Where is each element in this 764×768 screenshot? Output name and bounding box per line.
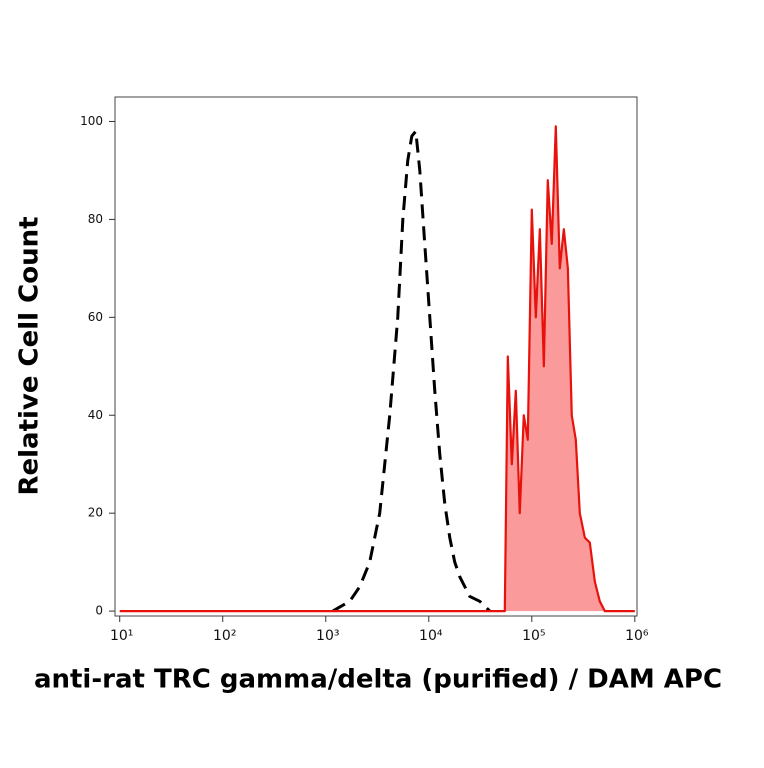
x-tick-label: 10² bbox=[213, 628, 236, 644]
x-tick-label: 10⁵ bbox=[522, 628, 545, 644]
y-tick-label: 20 bbox=[88, 506, 103, 520]
x-tick-label: 10³ bbox=[316, 628, 339, 644]
x-axis-label: anti-rat TRC gamma/delta (purified) / DA… bbox=[34, 665, 722, 695]
y-tick-label: 40 bbox=[88, 408, 103, 422]
histogram-line bbox=[332, 129, 491, 613]
area bbox=[119, 126, 635, 612]
y-tick-label: 0 bbox=[95, 604, 103, 618]
histogram-line bbox=[119, 125, 635, 613]
y-tick-label: 80 bbox=[88, 212, 103, 226]
x-tick-label: 10⁶ bbox=[625, 628, 649, 644]
x-tick-label: 10⁴ bbox=[419, 628, 443, 644]
y-tick-label: 60 bbox=[88, 310, 103, 324]
plot-frame bbox=[114, 96, 638, 617]
y-tick-label: 100 bbox=[80, 114, 103, 128]
y-axis-label: Relative Cell Count bbox=[15, 216, 45, 495]
x-tick-label: 10¹ bbox=[110, 628, 133, 644]
